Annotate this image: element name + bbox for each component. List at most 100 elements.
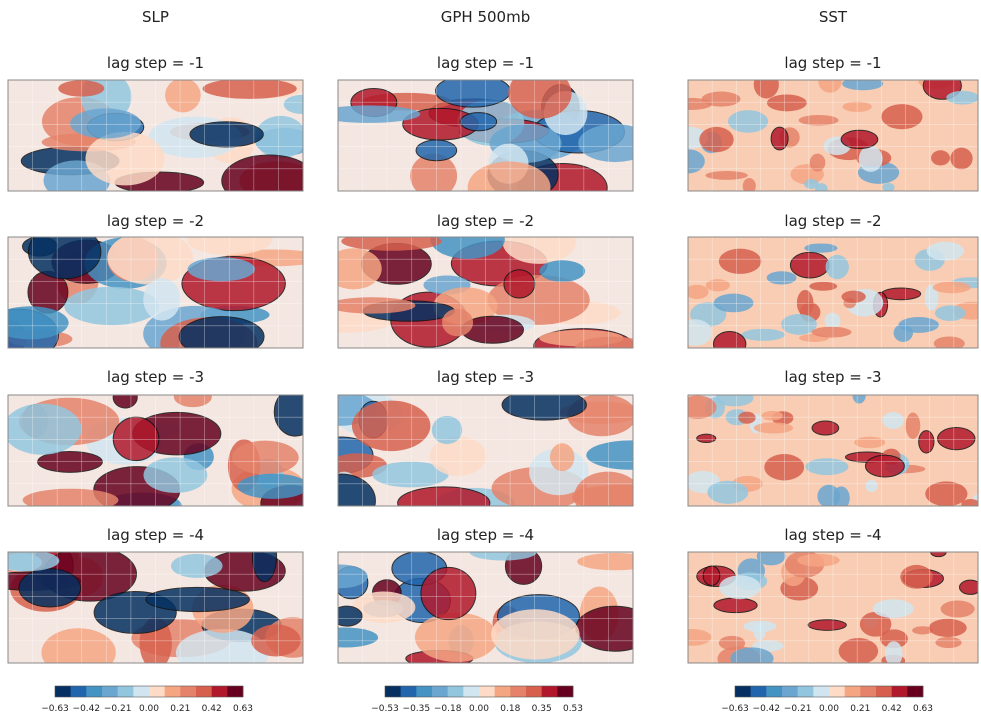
- panel-title: lag step = -1: [107, 54, 204, 72]
- field-blob: [317, 105, 421, 122]
- field-blob: [730, 647, 773, 669]
- field-blob: [113, 417, 159, 460]
- colorbar-tick-label: 0.63: [233, 704, 253, 714]
- map: [673, 547, 981, 671]
- colorbar-tick-label: −0.21: [784, 704, 812, 714]
- panel-title: lag step = -3: [784, 368, 881, 386]
- colorbar-tick-label: −0.63: [41, 704, 69, 714]
- field-blob: [679, 395, 717, 418]
- colorbar-bin: [180, 686, 196, 697]
- colorbar-bin: [55, 686, 71, 697]
- colorbar-tick-label: 0.63: [913, 704, 933, 714]
- colorbar-tick-label: 0.21: [170, 704, 190, 714]
- map: [8, 72, 320, 206]
- colorbar-bin: [860, 686, 876, 697]
- field-blob: [873, 599, 914, 618]
- field-blob: [935, 305, 966, 321]
- field-blob: [188, 257, 255, 281]
- field-blob: [707, 481, 748, 504]
- field-blob: [713, 332, 745, 357]
- field-blob: [550, 443, 574, 471]
- field-blob: [865, 455, 904, 477]
- field-blob: [790, 252, 829, 278]
- field-blob: [714, 598, 757, 613]
- map: [0, 532, 320, 677]
- colorbar-bin: [892, 686, 908, 697]
- map: [296, 220, 649, 363]
- field-blob: [841, 130, 878, 148]
- colorbar-tick-label: 0.21: [850, 704, 870, 714]
- panel-title: lag step = -3: [107, 368, 204, 386]
- field-blob: [284, 95, 320, 114]
- field-blob: [143, 278, 180, 321]
- field-blob: [881, 288, 920, 300]
- field-blob: [3, 404, 82, 455]
- field-blob: [307, 474, 375, 527]
- colorbar-bin: [432, 686, 448, 697]
- field-blob: [885, 641, 903, 666]
- colorbar-tick-label: −0.42: [73, 704, 101, 714]
- field-blob: [174, 386, 212, 407]
- field-blob: [854, 437, 885, 449]
- field-blob: [767, 271, 797, 284]
- colorbar-bin: [907, 686, 923, 697]
- colorbar-tick-label: 0.42: [202, 704, 222, 714]
- field-blob: [578, 124, 651, 162]
- field-blob: [743, 178, 756, 194]
- field-blob: [719, 575, 761, 599]
- colorbar-bin: [798, 686, 814, 697]
- colorbar-bin: [212, 686, 228, 697]
- field-blob: [754, 71, 779, 99]
- colorbar-tick-label: 0.00: [469, 704, 489, 714]
- field-blob: [815, 183, 828, 196]
- field-blob: [312, 564, 367, 588]
- field-blob: [352, 401, 430, 452]
- colorbar-tick-label: −0.35: [403, 704, 431, 714]
- panel-title: lag step = -1: [784, 54, 881, 72]
- panel-title: lag step = -4: [107, 526, 204, 544]
- field-blob: [825, 313, 841, 329]
- field-blob: [933, 282, 971, 294]
- field-blob: [926, 242, 964, 261]
- figure: SLPlag step = -1lag step = -2lag step = …: [0, 0, 981, 720]
- field-blob: [719, 636, 745, 650]
- field-blob: [165, 78, 201, 112]
- field-blob: [808, 620, 846, 631]
- colorbar-bin: [463, 686, 479, 697]
- field-blob: [929, 619, 967, 637]
- field-blob: [325, 248, 381, 289]
- colorbar-bin: [71, 686, 87, 697]
- colorbar-tick-label: −0.21: [104, 704, 132, 714]
- field-blob: [762, 411, 783, 421]
- field-blob: [332, 606, 363, 626]
- field-blob: [714, 294, 754, 313]
- field-blob: [430, 436, 486, 476]
- field-blob: [70, 108, 141, 138]
- field-blob: [811, 327, 851, 338]
- field-blob: [577, 553, 653, 570]
- field-blob: [839, 638, 879, 664]
- field-blob: [818, 70, 841, 92]
- map: [3, 386, 320, 521]
- field-blob: [685, 285, 708, 299]
- field-blob: [222, 155, 317, 207]
- colorbar-tick-label: −0.53: [371, 704, 399, 714]
- field-blob: [931, 150, 950, 165]
- colorbar-bin: [385, 686, 401, 697]
- panel-title: lag step = -2: [107, 212, 204, 230]
- field-blob: [508, 68, 571, 119]
- colorbar-bin: [526, 686, 542, 697]
- panel-title: lag step = -3: [437, 368, 534, 386]
- field-blob: [859, 146, 883, 172]
- field-blob: [312, 627, 378, 647]
- colorbar-bin: [479, 686, 495, 697]
- field-blob: [754, 422, 793, 433]
- panel-title: lag step = -2: [437, 212, 534, 230]
- colorbar-tick-label: −0.63: [721, 704, 749, 714]
- field-blob: [706, 279, 730, 291]
- panel-title: lag step = -1: [437, 54, 534, 72]
- field-blob: [865, 480, 878, 492]
- colorbar-bin: [118, 686, 134, 697]
- colorbar-bin: [495, 686, 511, 697]
- field-blob: [738, 412, 755, 424]
